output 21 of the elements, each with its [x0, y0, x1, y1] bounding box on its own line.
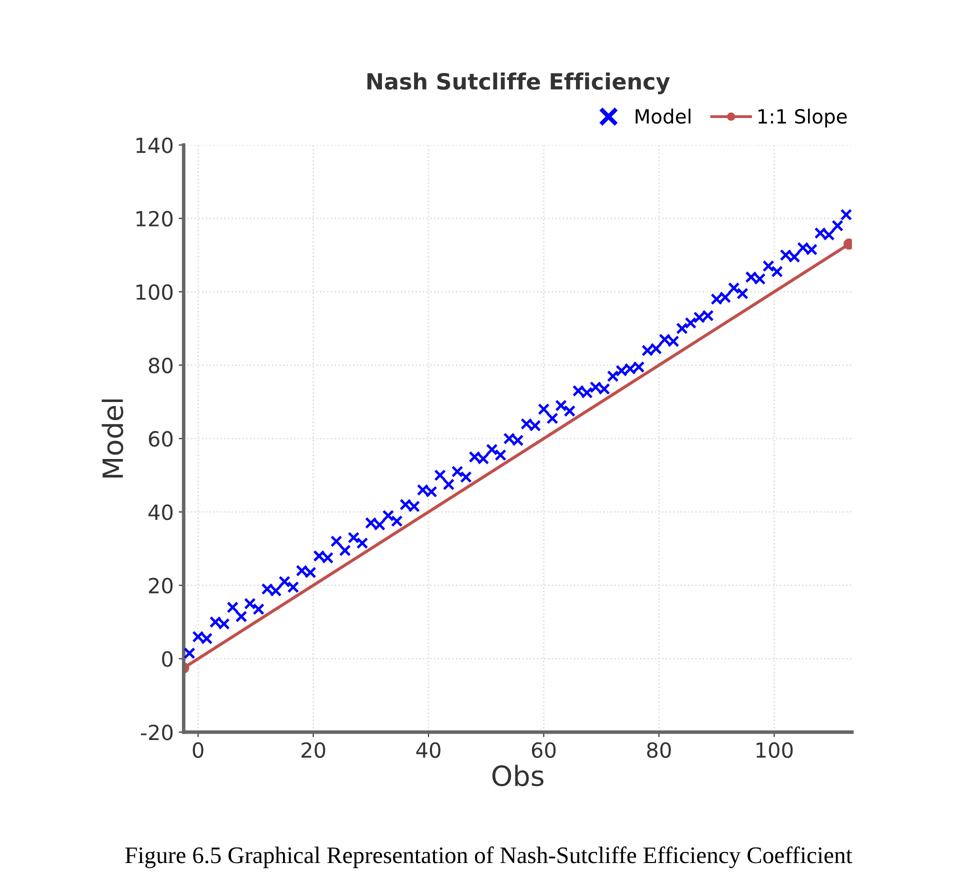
x-tick-label: 100 — [756, 742, 793, 758]
y-tick-label: 60 — [148, 431, 173, 447]
y-tick-label: 0 — [162, 651, 173, 667]
x-tick-label: 80 — [647, 742, 671, 758]
y-tick-label: 100 — [136, 284, 173, 300]
y-tick-label: 120 — [136, 210, 173, 227]
x-tick-label: 20 — [302, 742, 326, 758]
chart-title: Nash Sutcliffe Efficiency — [367, 72, 670, 94]
y-tick-label: -20 — [140, 724, 173, 740]
x-axis-title: Obs — [492, 764, 544, 786]
y-tick-label: 140 — [136, 137, 173, 154]
legend-label: Model — [636, 108, 690, 124]
legend-label: 1:1 Slope — [758, 108, 847, 128]
x-tick-label: 40 — [416, 742, 440, 758]
x-tick-label: 60 — [532, 742, 556, 758]
y-tick-label: 80 — [148, 358, 173, 374]
x-tick-label: 0 — [192, 742, 204, 758]
y-tick-label: 40 — [148, 504, 173, 520]
y-axis-title: Model — [102, 399, 124, 478]
caption: Figure 6.5 Graphical Representation of Nash-Sutcliffe Efficiency Coefficient — [125, 846, 852, 868]
y-tick-label: 20 — [148, 578, 173, 594]
